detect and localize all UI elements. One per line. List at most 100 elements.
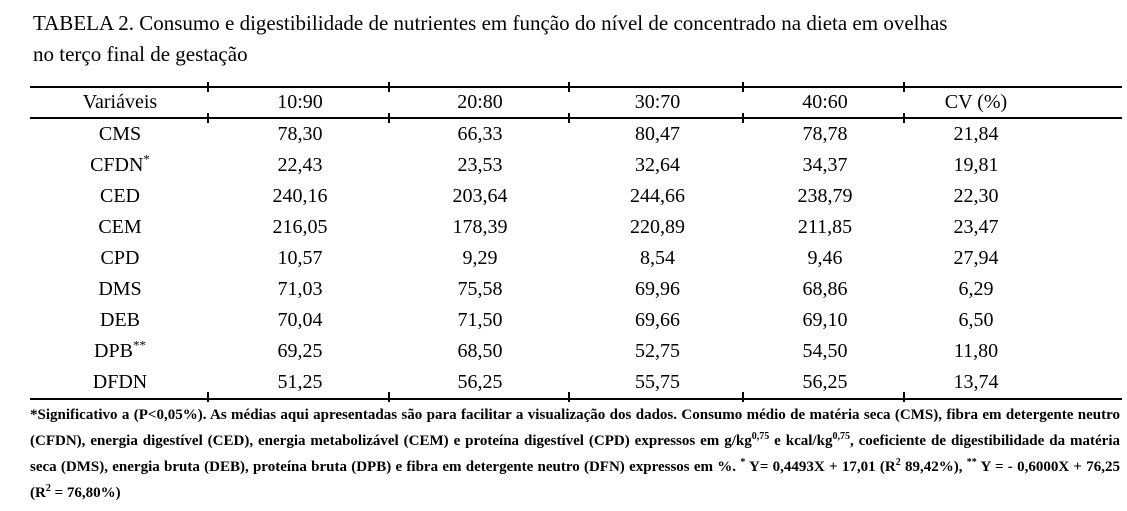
footnote-superscript: 0,75 bbox=[832, 431, 850, 442]
column-tick bbox=[903, 113, 905, 123]
table-cell: 11,80 bbox=[953, 340, 999, 362]
table-cell: 211,85 bbox=[797, 216, 853, 238]
footnote-superscript: 2 bbox=[45, 483, 51, 494]
table-cell-variable: CMS bbox=[30, 118, 210, 150]
variable-label: CMS bbox=[98, 123, 142, 145]
variable-label: CFDN bbox=[90, 154, 144, 176]
column-tick bbox=[568, 82, 570, 92]
row-superscript: ** bbox=[132, 337, 146, 353]
variable-label: CEM bbox=[98, 216, 142, 238]
table-cell: 80,47 bbox=[635, 123, 680, 145]
table-cell: 8,54 bbox=[640, 247, 675, 269]
table-header-row: Variáveis 10:90 20:80 30:70 40:60 CV (%) bbox=[30, 87, 1122, 119]
column-tick bbox=[568, 113, 570, 123]
table-cell: 6,29 bbox=[958, 278, 994, 300]
table-cell: 54,50 bbox=[802, 340, 848, 362]
variable-label: DPB bbox=[94, 340, 133, 362]
table-cell: 9,46 bbox=[807, 247, 843, 269]
table-cell: 27,94 bbox=[953, 247, 999, 269]
table-row: CEM 216,05 178,39 220,89 211,85 23,47 bbox=[30, 212, 1122, 243]
table-cell: 78,78 bbox=[802, 123, 848, 145]
footnote-segment: Y= 0,4493X + 17,01 (R bbox=[745, 459, 896, 475]
table-cell: 23,53 bbox=[457, 154, 503, 176]
table-cell: 240,16 bbox=[272, 185, 328, 207]
table-cell: 220,89 bbox=[630, 216, 685, 238]
table-cell-variable: CPD bbox=[30, 243, 210, 274]
table-cell: 19,81 bbox=[953, 154, 999, 176]
table-cell: 32,64 bbox=[635, 154, 680, 176]
table-cell-variable: DMS bbox=[30, 274, 210, 305]
table-cell: 69,25 bbox=[277, 340, 323, 362]
table-row: DMS 71,03 75,58 69,96 68,86 6,29 bbox=[30, 274, 1122, 305]
table-cell: 23,47 bbox=[953, 216, 999, 238]
table-row: DFDN 51,25 56,25 55,75 56,25 13,74 bbox=[30, 367, 1122, 399]
column-header: 20:80 bbox=[390, 87, 570, 119]
variable-label: CED bbox=[100, 185, 140, 207]
column-header: 40:60 bbox=[745, 87, 905, 119]
variable-label: DEB bbox=[100, 309, 140, 331]
column-tick bbox=[207, 392, 209, 402]
footnote-superscript: ** bbox=[966, 457, 977, 468]
column-tick bbox=[568, 392, 570, 402]
footnote-superscript: * bbox=[740, 457, 746, 468]
column-tick bbox=[742, 392, 744, 402]
table-cell-variable: CFDN* bbox=[30, 150, 210, 181]
column-header: 10:90 bbox=[210, 87, 390, 119]
footnote-segment: e kcal/kg bbox=[769, 433, 833, 449]
table-row: CED 240,16 203,64 244,66 238,79 22,30 bbox=[30, 181, 1122, 212]
footnote-segment: = 76,80%) bbox=[50, 485, 121, 501]
table-cell: 22,30 bbox=[953, 185, 999, 207]
column-tick bbox=[742, 82, 744, 92]
table-cell-variable: DEB bbox=[30, 305, 210, 336]
column-tick bbox=[207, 113, 209, 123]
table-cell: 34,37 bbox=[802, 154, 848, 176]
row-superscript: * bbox=[143, 151, 150, 167]
column-tick bbox=[742, 113, 744, 123]
column-tick bbox=[388, 392, 390, 402]
title-line-2: no terço final de gestação bbox=[33, 42, 248, 66]
table-cell: 6,50 bbox=[958, 309, 994, 331]
table-cell: 216,05 bbox=[272, 216, 328, 238]
table-cell: 69,66 bbox=[635, 309, 680, 331]
column-header: 30:70 bbox=[570, 87, 745, 119]
table-cell: 51,25 bbox=[277, 371, 323, 393]
footnote-superscript: 2 bbox=[895, 457, 901, 468]
column-tick bbox=[388, 113, 390, 123]
table-row: DEB 70,04 71,50 69,66 69,10 6,50 bbox=[30, 305, 1122, 336]
table-cell: 178,39 bbox=[452, 216, 508, 238]
table-cell: 21,84 bbox=[953, 123, 999, 145]
column-tick bbox=[903, 82, 905, 92]
footnote-segment: *Significativo a (P<0,05%). As médias aq… bbox=[30, 407, 1120, 449]
table-cell: 10,57 bbox=[277, 247, 323, 269]
table-row: CPD 10,57 9,29 8,54 9,46 27,94 bbox=[30, 243, 1122, 274]
variable-label: DMS bbox=[98, 278, 142, 300]
table-cell: 52,75 bbox=[635, 340, 680, 362]
footnote: *Significativo a (P<0,05%). As médias aq… bbox=[30, 402, 1120, 506]
table-cell: 56,25 bbox=[802, 371, 848, 393]
column-tick bbox=[207, 82, 209, 92]
table-row: CMS 78,30 66,33 80,47 78,78 21,84 bbox=[30, 118, 1122, 150]
footnote-segment: 89,42%), bbox=[900, 459, 967, 475]
table-row: DPB** 69,25 68,50 52,75 54,50 11,80 bbox=[30, 336, 1122, 367]
table-cell: 13,74 bbox=[953, 371, 999, 393]
table-cell: 75,58 bbox=[457, 278, 503, 300]
column-header: Variáveis bbox=[30, 87, 210, 119]
column-tick bbox=[388, 82, 390, 92]
table-cell-variable: DFDN bbox=[30, 367, 210, 399]
variable-label: DFDN bbox=[92, 371, 148, 393]
table-cell: 69,10 bbox=[802, 309, 848, 331]
table-cell: 9,29 bbox=[462, 247, 498, 269]
column-header: CV (%) bbox=[905, 87, 1122, 119]
table-cell: 56,25 bbox=[457, 371, 503, 393]
table-cell: 66,33 bbox=[457, 123, 503, 145]
table-cell: 55,75 bbox=[635, 371, 680, 393]
table-cell-variable: CEM bbox=[30, 212, 210, 243]
page-title: TABELA 2. Consumo e digestibilidade de n… bbox=[33, 8, 1113, 70]
table-cell-variable: CED bbox=[30, 181, 210, 212]
footnote-segment: , coeficiente de digestibilidade da maté… bbox=[30, 433, 1120, 475]
table-cell: 70,04 bbox=[277, 309, 323, 331]
table-cell: 238,79 bbox=[797, 185, 853, 207]
table-cell: 244,66 bbox=[630, 185, 685, 207]
table-cell: 69,96 bbox=[635, 278, 680, 300]
